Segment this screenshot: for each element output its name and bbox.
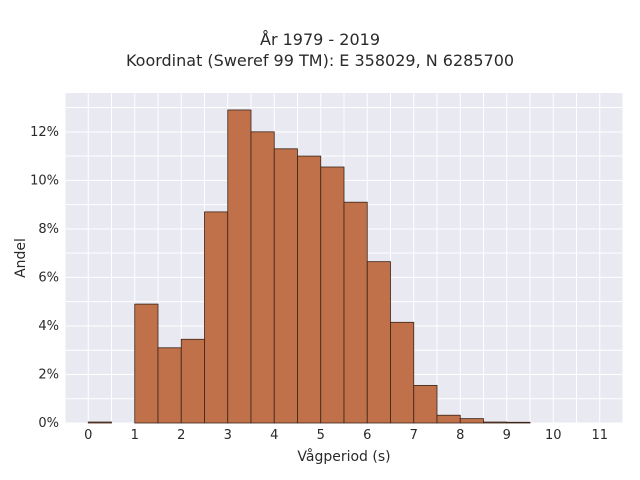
histogram-bar <box>506 421 531 424</box>
histogram-bar <box>366 261 391 424</box>
y-tick-label: 2% <box>38 367 59 382</box>
chart-subtitle: Koordinat (Sweref 99 TM): E 358029, N 62… <box>125 51 515 70</box>
x-tick-label: 7 <box>410 428 418 443</box>
histogram-bar <box>297 155 322 424</box>
histogram-bar <box>180 338 205 424</box>
x-axis-ticks: 0 1 2 3 4 5 6 7 8 9 10 11 <box>84 428 608 443</box>
chart-title: År 1979 - 2019 <box>260 30 380 49</box>
histogram-bar <box>227 109 252 424</box>
histogram-bar <box>390 321 415 424</box>
y-tick-label: 12% <box>30 125 59 140</box>
x-tick-label: 2 <box>177 428 185 443</box>
y-tick-label: 6% <box>38 270 59 285</box>
x-tick-label: 0 <box>84 428 92 443</box>
bars <box>87 109 531 424</box>
histogram-bar <box>204 211 229 424</box>
x-tick-label: 8 <box>456 428 464 443</box>
x-tick-label: 5 <box>317 428 325 443</box>
histogram-bar <box>436 414 461 424</box>
histogram-bar <box>250 131 275 424</box>
y-tick-label: 8% <box>38 222 59 237</box>
x-tick-label: 11 <box>591 428 608 443</box>
x-tick-label: 6 <box>363 428 371 443</box>
x-tick-label: 3 <box>224 428 232 443</box>
x-tick-label: 10 <box>545 428 562 443</box>
y-axis-ticks: 0% 2% 4% 6% 8% 10% 12% <box>30 125 59 431</box>
y-tick-label: 10% <box>30 173 59 188</box>
histogram-bar <box>320 166 345 424</box>
y-axis-label: Andel <box>13 238 29 278</box>
histogram-bar <box>459 418 484 424</box>
x-axis-label: Vågperiod (s) <box>297 448 390 465</box>
y-tick-label: 0% <box>38 416 59 431</box>
histogram-bar <box>273 148 298 424</box>
histogram-bar <box>134 303 159 424</box>
y-tick-label: 4% <box>38 319 59 334</box>
histogram-bar <box>343 201 368 424</box>
histogram-bar <box>483 421 508 424</box>
histogram-bar <box>413 384 438 424</box>
histogram-bar <box>157 347 182 424</box>
histogram-bar <box>87 421 112 424</box>
x-tick-label: 9 <box>503 428 511 443</box>
x-tick-label: 1 <box>131 428 139 443</box>
x-tick-label: 4 <box>270 428 278 443</box>
